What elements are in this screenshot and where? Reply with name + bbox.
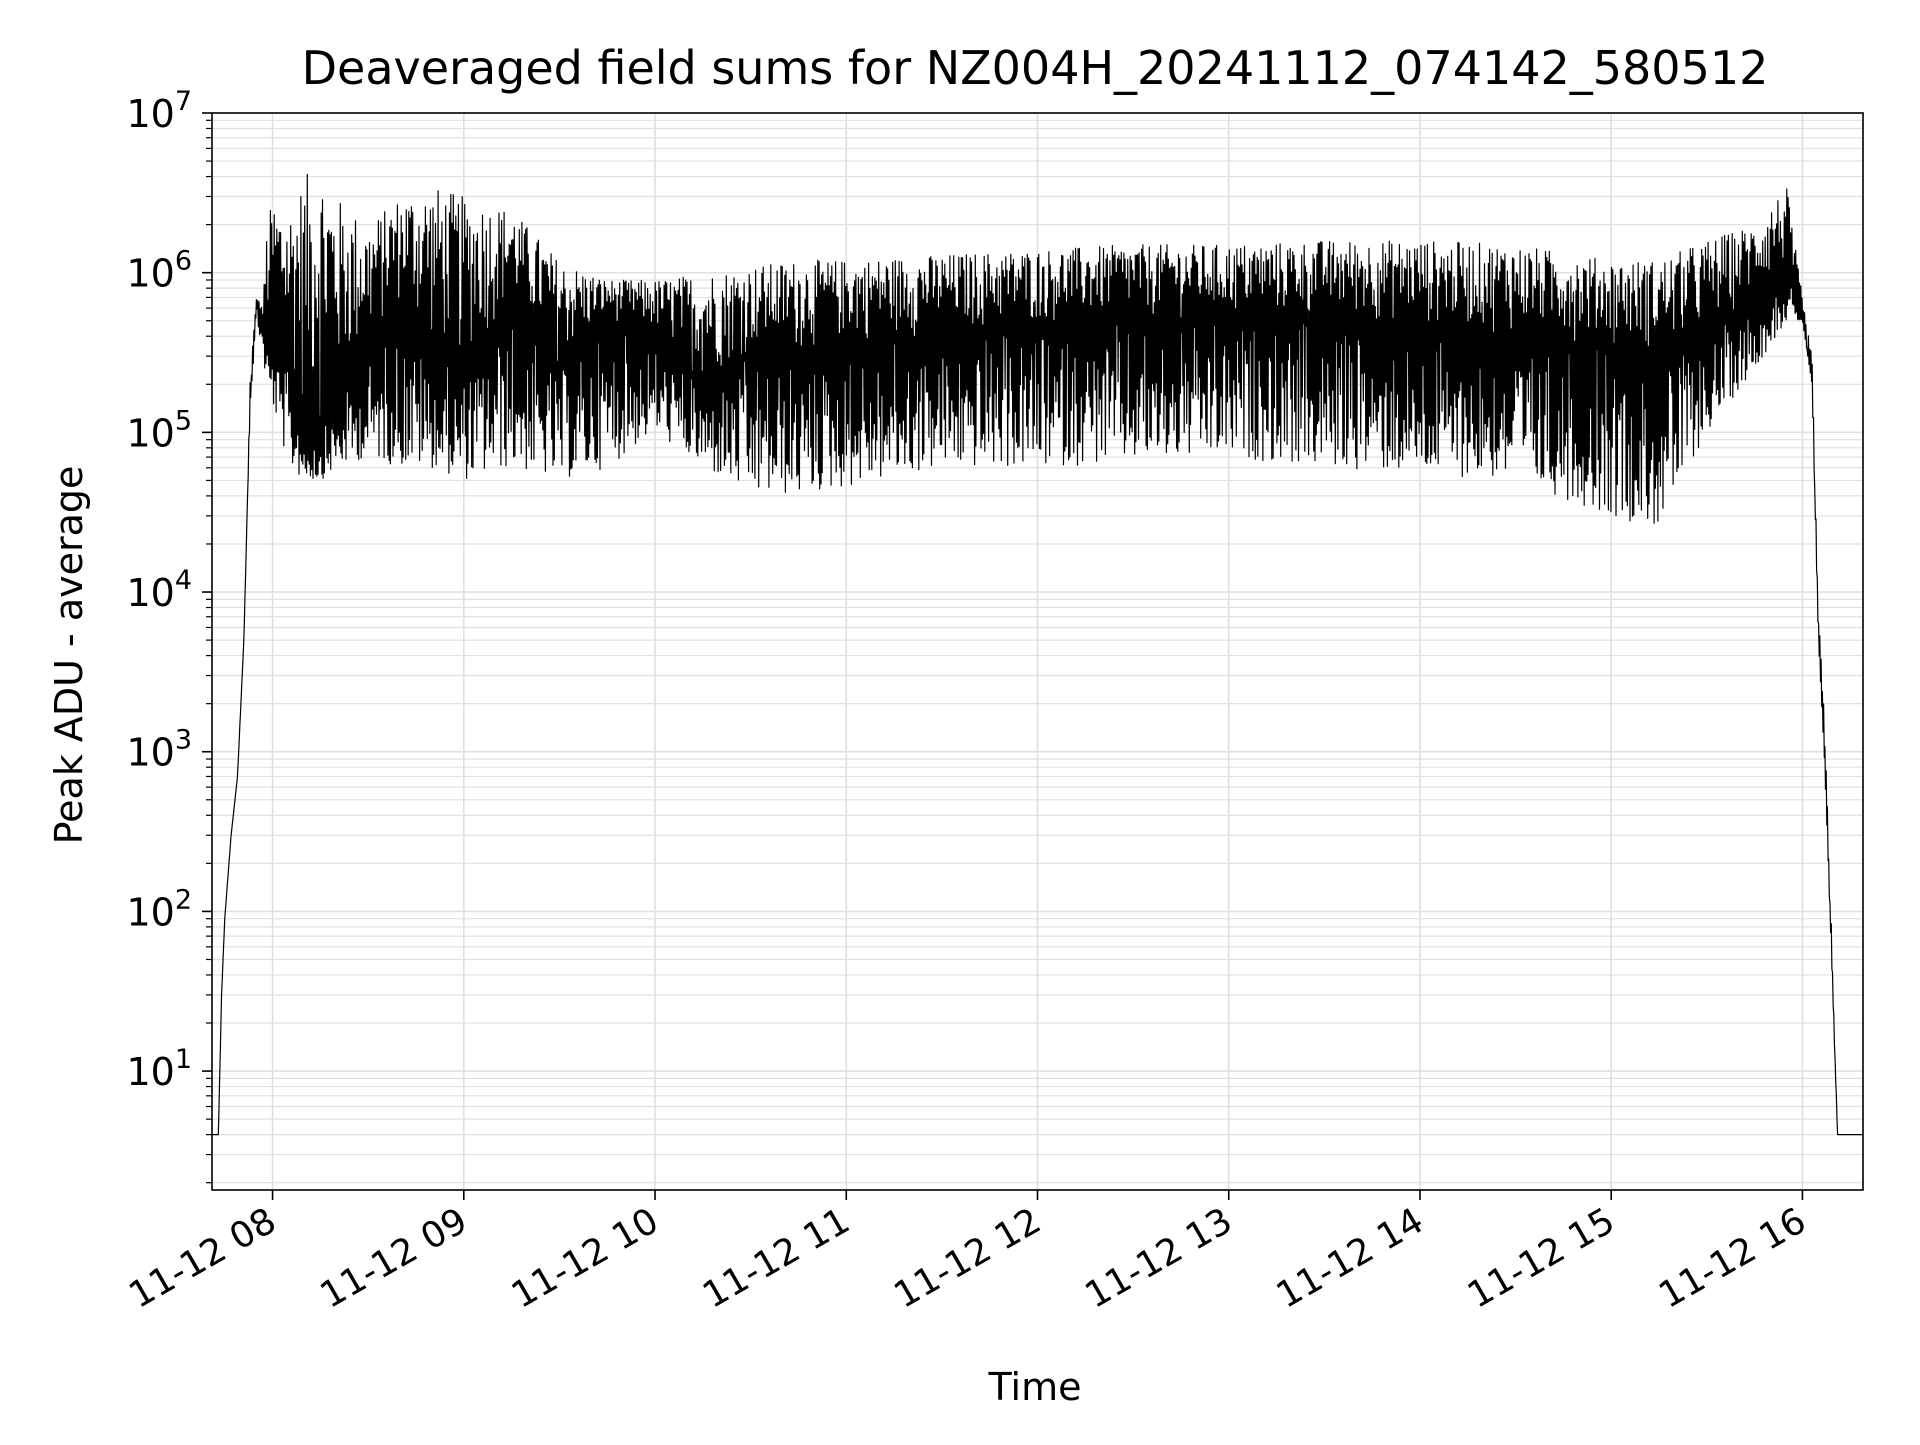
y-tick-label-exponent: 1 bbox=[175, 1044, 192, 1075]
y-tick-label: 107 bbox=[126, 86, 192, 136]
y-tick-label: 104 bbox=[126, 565, 192, 615]
y-tick-label-base: 10 bbox=[126, 411, 174, 455]
y-tick-label: 105 bbox=[126, 405, 192, 455]
y-tick-label-base: 10 bbox=[126, 252, 174, 296]
y-tick-label-exponent: 2 bbox=[175, 884, 192, 915]
y-tick-label: 101 bbox=[126, 1044, 192, 1094]
y-tick-label-base: 10 bbox=[126, 92, 174, 136]
y-tick-label: 102 bbox=[126, 884, 192, 934]
y-tick-label-base: 10 bbox=[126, 1050, 174, 1094]
y-tick-label-base: 10 bbox=[126, 890, 174, 934]
y-tick-label-exponent: 7 bbox=[175, 86, 192, 117]
y-tick-label-base: 10 bbox=[126, 731, 174, 775]
y-tick-label-exponent: 6 bbox=[175, 246, 192, 277]
y-axis-label: Peak ADU - average bbox=[47, 466, 91, 845]
series-line bbox=[212, 173, 1864, 1136]
x-axis-label: Time bbox=[988, 1365, 1082, 1409]
y-tick-label: 103 bbox=[126, 725, 192, 775]
chart-title: Deaveraged field sums for NZ004H_2024111… bbox=[302, 41, 1769, 95]
y-tick-label-exponent: 4 bbox=[175, 565, 192, 596]
series-layer bbox=[212, 173, 1864, 1136]
y-tick-label-exponent: 5 bbox=[175, 405, 192, 436]
y-tick-label-exponent: 3 bbox=[175, 725, 192, 756]
y-tick-label: 106 bbox=[126, 246, 192, 296]
y-tick-label-base: 10 bbox=[126, 571, 174, 615]
